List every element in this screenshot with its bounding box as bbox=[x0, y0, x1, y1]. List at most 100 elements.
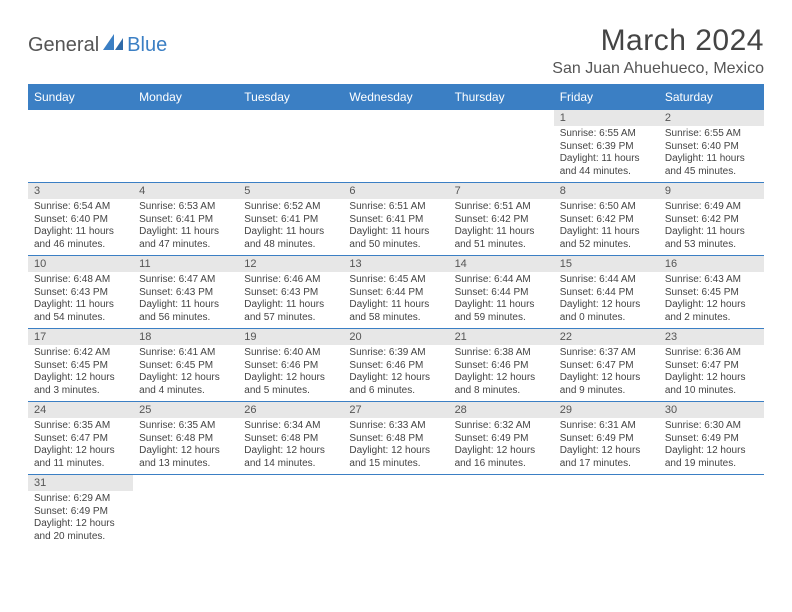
day-number: 16 bbox=[659, 256, 764, 272]
cell-body: Sunrise: 6:35 AMSunset: 6:48 PMDaylight:… bbox=[133, 418, 238, 474]
sunrise-text: Sunrise: 6:34 AM bbox=[244, 420, 337, 433]
calendar-cell: 28Sunrise: 6:32 AMSunset: 6:49 PMDayligh… bbox=[449, 402, 554, 475]
calendar-cell: 17Sunrise: 6:42 AMSunset: 6:45 PMDayligh… bbox=[28, 329, 133, 402]
sunset-text: Sunset: 6:39 PM bbox=[560, 141, 653, 154]
day-number: 23 bbox=[659, 329, 764, 345]
day-number: 3 bbox=[28, 183, 133, 199]
daylight-text: Daylight: 11 hours and 46 minutes. bbox=[34, 226, 127, 251]
daylight-text: Daylight: 12 hours and 20 minutes. bbox=[34, 518, 127, 543]
day-number: 7 bbox=[449, 183, 554, 199]
cell-body: Sunrise: 6:31 AMSunset: 6:49 PMDaylight:… bbox=[554, 418, 659, 474]
weekday-header: Saturday bbox=[659, 84, 764, 110]
daylight-text: Daylight: 12 hours and 2 minutes. bbox=[665, 299, 758, 324]
cell-body: Sunrise: 6:30 AMSunset: 6:49 PMDaylight:… bbox=[659, 418, 764, 474]
day-number-blank bbox=[343, 110, 448, 126]
cell-body: Sunrise: 6:51 AMSunset: 6:42 PMDaylight:… bbox=[449, 199, 554, 255]
sunset-text: Sunset: 6:46 PM bbox=[244, 360, 337, 373]
cell-body: Sunrise: 6:29 AMSunset: 6:49 PMDaylight:… bbox=[28, 491, 133, 547]
daylight-text: Daylight: 11 hours and 56 minutes. bbox=[139, 299, 232, 324]
day-number: 26 bbox=[238, 402, 343, 418]
cell-body: Sunrise: 6:48 AMSunset: 6:43 PMDaylight:… bbox=[28, 272, 133, 328]
daylight-text: Daylight: 12 hours and 4 minutes. bbox=[139, 372, 232, 397]
day-number-blank bbox=[28, 110, 133, 126]
calendar-cell: 23Sunrise: 6:36 AMSunset: 6:47 PMDayligh… bbox=[659, 329, 764, 402]
day-number-blank bbox=[659, 475, 764, 491]
sunrise-text: Sunrise: 6:50 AM bbox=[560, 201, 653, 214]
day-number-blank bbox=[449, 110, 554, 126]
calendar-cell: 30Sunrise: 6:30 AMSunset: 6:49 PMDayligh… bbox=[659, 402, 764, 475]
calendar-cell: 2Sunrise: 6:55 AMSunset: 6:40 PMDaylight… bbox=[659, 110, 764, 183]
sunrise-text: Sunrise: 6:30 AM bbox=[665, 420, 758, 433]
calendar-cell: 3Sunrise: 6:54 AMSunset: 6:40 PMDaylight… bbox=[28, 183, 133, 256]
calendar-cell: 9Sunrise: 6:49 AMSunset: 6:42 PMDaylight… bbox=[659, 183, 764, 256]
daylight-text: Daylight: 11 hours and 45 minutes. bbox=[665, 153, 758, 178]
cell-body: Sunrise: 6:32 AMSunset: 6:49 PMDaylight:… bbox=[449, 418, 554, 474]
day-number: 31 bbox=[28, 475, 133, 491]
cell-body: Sunrise: 6:55 AMSunset: 6:39 PMDaylight:… bbox=[554, 126, 659, 182]
calendar-cell bbox=[238, 475, 343, 548]
sunrise-text: Sunrise: 6:47 AM bbox=[139, 274, 232, 287]
calendar-cell: 19Sunrise: 6:40 AMSunset: 6:46 PMDayligh… bbox=[238, 329, 343, 402]
sunrise-text: Sunrise: 6:44 AM bbox=[560, 274, 653, 287]
sunset-text: Sunset: 6:49 PM bbox=[560, 433, 653, 446]
sunset-text: Sunset: 6:45 PM bbox=[34, 360, 127, 373]
calendar-cell: 13Sunrise: 6:45 AMSunset: 6:44 PMDayligh… bbox=[343, 256, 448, 329]
day-number: 11 bbox=[133, 256, 238, 272]
calendar-cell: 15Sunrise: 6:44 AMSunset: 6:44 PMDayligh… bbox=[554, 256, 659, 329]
cell-body: Sunrise: 6:44 AMSunset: 6:44 PMDaylight:… bbox=[449, 272, 554, 328]
sunrise-text: Sunrise: 6:29 AM bbox=[34, 493, 127, 506]
day-number: 18 bbox=[133, 329, 238, 345]
calendar-cell: 8Sunrise: 6:50 AMSunset: 6:42 PMDaylight… bbox=[554, 183, 659, 256]
daylight-text: Daylight: 11 hours and 57 minutes. bbox=[244, 299, 337, 324]
calendar-cell bbox=[343, 110, 448, 183]
sunrise-text: Sunrise: 6:44 AM bbox=[455, 274, 548, 287]
cell-body: Sunrise: 6:35 AMSunset: 6:47 PMDaylight:… bbox=[28, 418, 133, 474]
cell-body: Sunrise: 6:33 AMSunset: 6:48 PMDaylight:… bbox=[343, 418, 448, 474]
daylight-text: Daylight: 12 hours and 14 minutes. bbox=[244, 445, 337, 470]
day-number: 21 bbox=[449, 329, 554, 345]
weekday-header: Friday bbox=[554, 84, 659, 110]
calendar-cell: 18Sunrise: 6:41 AMSunset: 6:45 PMDayligh… bbox=[133, 329, 238, 402]
sunset-text: Sunset: 6:40 PM bbox=[34, 214, 127, 227]
sunset-text: Sunset: 6:41 PM bbox=[349, 214, 442, 227]
calendar-cell: 16Sunrise: 6:43 AMSunset: 6:45 PMDayligh… bbox=[659, 256, 764, 329]
cell-body: Sunrise: 6:53 AMSunset: 6:41 PMDaylight:… bbox=[133, 199, 238, 255]
calendar-table: Sunday Monday Tuesday Wednesday Thursday… bbox=[28, 84, 764, 547]
day-number: 12 bbox=[238, 256, 343, 272]
day-number: 24 bbox=[28, 402, 133, 418]
cell-body: Sunrise: 6:45 AMSunset: 6:44 PMDaylight:… bbox=[343, 272, 448, 328]
calendar-cell: 20Sunrise: 6:39 AMSunset: 6:46 PMDayligh… bbox=[343, 329, 448, 402]
sunset-text: Sunset: 6:46 PM bbox=[349, 360, 442, 373]
calendar-row: 1Sunrise: 6:55 AMSunset: 6:39 PMDaylight… bbox=[28, 110, 764, 183]
sunrise-text: Sunrise: 6:45 AM bbox=[349, 274, 442, 287]
sunrise-text: Sunrise: 6:32 AM bbox=[455, 420, 548, 433]
daylight-text: Daylight: 12 hours and 5 minutes. bbox=[244, 372, 337, 397]
sunrise-text: Sunrise: 6:41 AM bbox=[139, 347, 232, 360]
cell-body: Sunrise: 6:36 AMSunset: 6:47 PMDaylight:… bbox=[659, 345, 764, 401]
sunrise-text: Sunrise: 6:37 AM bbox=[560, 347, 653, 360]
location: San Juan Ahuehueco, Mexico bbox=[552, 60, 764, 78]
sunrise-text: Sunrise: 6:35 AM bbox=[139, 420, 232, 433]
sunset-text: Sunset: 6:44 PM bbox=[455, 287, 548, 300]
day-number: 22 bbox=[554, 329, 659, 345]
day-number: 4 bbox=[133, 183, 238, 199]
sunrise-text: Sunrise: 6:51 AM bbox=[455, 201, 548, 214]
sunset-text: Sunset: 6:48 PM bbox=[244, 433, 337, 446]
cell-body: Sunrise: 6:50 AMSunset: 6:42 PMDaylight:… bbox=[554, 199, 659, 255]
calendar-cell: 11Sunrise: 6:47 AMSunset: 6:43 PMDayligh… bbox=[133, 256, 238, 329]
sunset-text: Sunset: 6:41 PM bbox=[244, 214, 337, 227]
weekday-header: Tuesday bbox=[238, 84, 343, 110]
day-number: 20 bbox=[343, 329, 448, 345]
daylight-text: Daylight: 11 hours and 52 minutes. bbox=[560, 226, 653, 251]
calendar-row: 3Sunrise: 6:54 AMSunset: 6:40 PMDaylight… bbox=[28, 183, 764, 256]
calendar-cell bbox=[238, 110, 343, 183]
sunrise-text: Sunrise: 6:31 AM bbox=[560, 420, 653, 433]
sunset-text: Sunset: 6:48 PM bbox=[349, 433, 442, 446]
sunset-text: Sunset: 6:49 PM bbox=[455, 433, 548, 446]
weekday-header: Sunday bbox=[28, 84, 133, 110]
day-number: 6 bbox=[343, 183, 448, 199]
calendar-cell bbox=[449, 475, 554, 548]
calendar-cell: 21Sunrise: 6:38 AMSunset: 6:46 PMDayligh… bbox=[449, 329, 554, 402]
month-title: March 2024 bbox=[552, 24, 764, 58]
day-number: 5 bbox=[238, 183, 343, 199]
